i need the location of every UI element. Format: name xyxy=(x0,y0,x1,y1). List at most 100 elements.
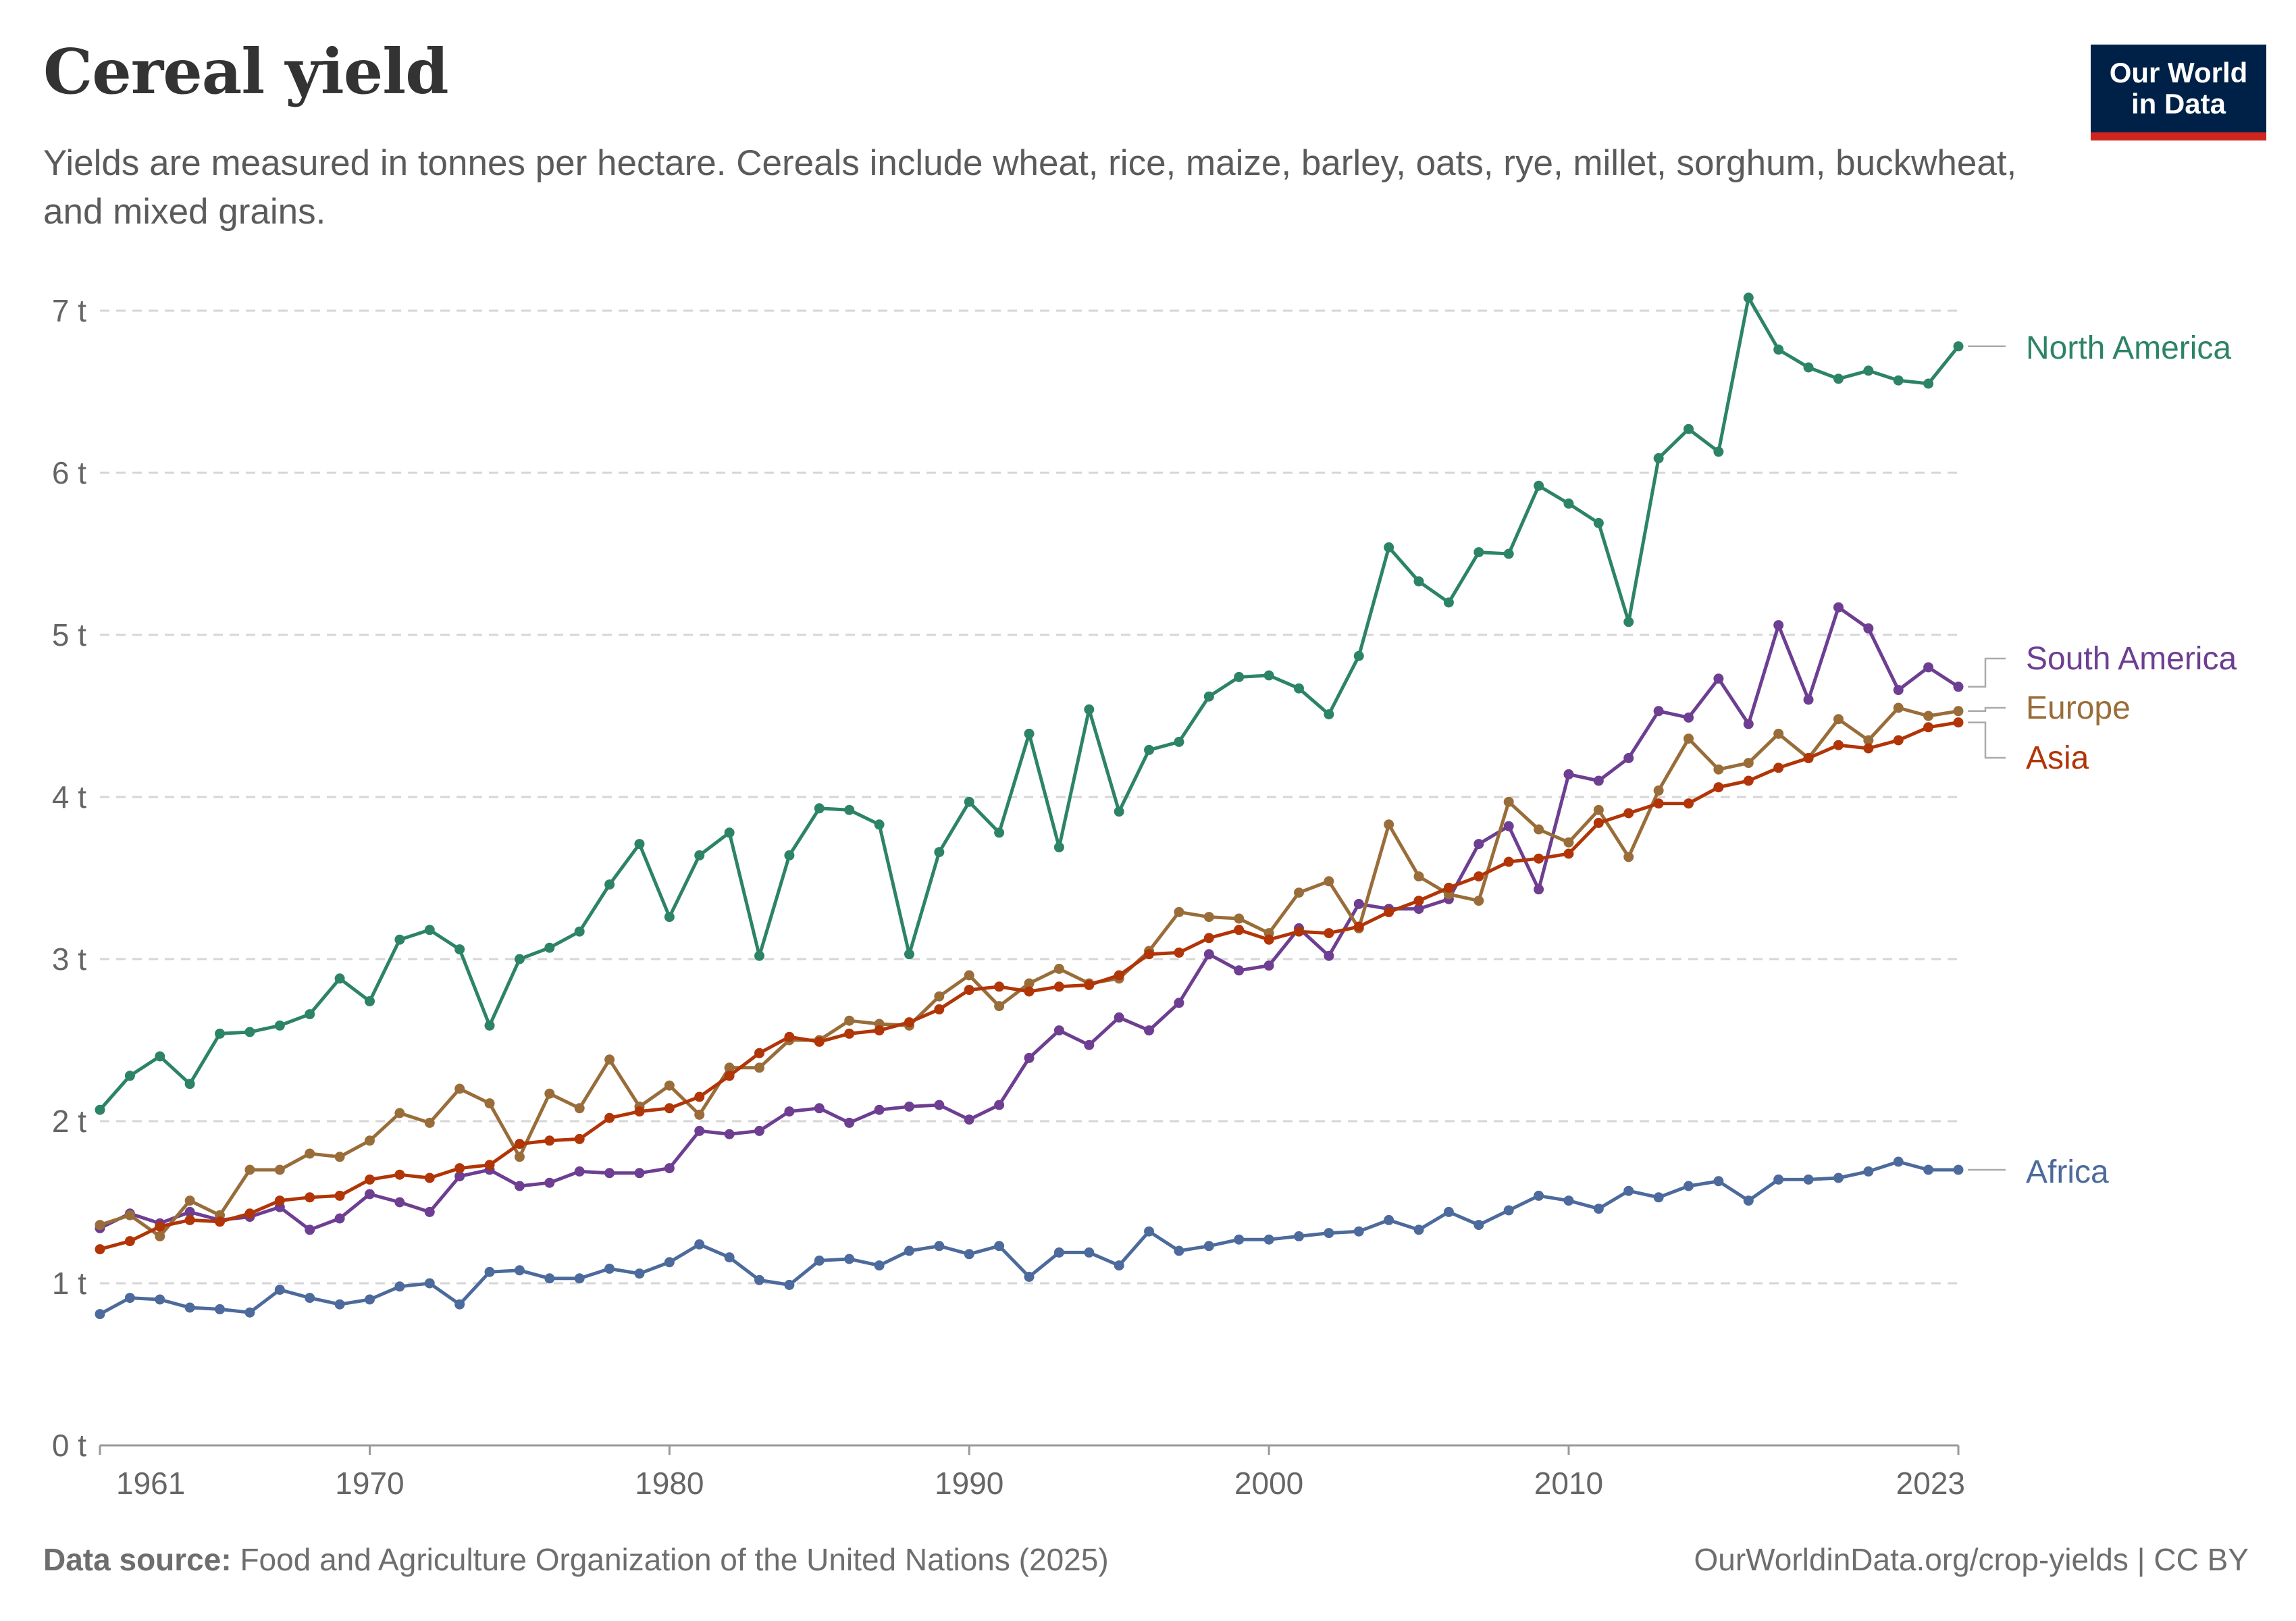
data-point xyxy=(1263,934,1274,945)
data-point xyxy=(274,1164,285,1175)
data-point xyxy=(574,1133,585,1144)
data-point xyxy=(604,1054,615,1065)
data-point xyxy=(1503,548,1514,559)
data-point xyxy=(1353,1226,1364,1237)
data-point xyxy=(754,1048,765,1058)
data-point xyxy=(634,1268,645,1279)
data-point xyxy=(1503,821,1514,831)
data-point xyxy=(1623,617,1634,627)
data-point xyxy=(724,1071,735,1081)
data-point xyxy=(1863,1166,1874,1177)
data-point xyxy=(694,850,705,860)
owid-logo[interactable]: Our World in Data xyxy=(2091,45,2266,140)
data-point xyxy=(934,847,945,858)
x-tick-label: 2023 xyxy=(1896,1466,1965,1501)
data-point xyxy=(364,996,375,1006)
data-point xyxy=(814,1255,825,1266)
data-point xyxy=(1263,960,1274,971)
data-point xyxy=(1713,782,1724,793)
data-point xyxy=(424,1117,435,1128)
data-point xyxy=(424,1278,435,1289)
data-point xyxy=(454,944,465,955)
data-point xyxy=(244,1027,255,1037)
data-point xyxy=(1053,1025,1064,1036)
data-point xyxy=(1563,1195,1574,1206)
data-point xyxy=(784,1106,795,1117)
data-point xyxy=(544,942,555,953)
data-point xyxy=(1684,1181,1694,1191)
data-point xyxy=(1923,722,1934,733)
data-point xyxy=(1653,798,1664,809)
data-point xyxy=(244,1307,255,1318)
data-point xyxy=(964,796,974,807)
data-point xyxy=(1953,681,1964,692)
data-point xyxy=(574,1273,585,1284)
data-point xyxy=(814,1103,825,1114)
data-point xyxy=(1953,341,1964,352)
data-point xyxy=(305,1293,315,1304)
data-point xyxy=(1743,1195,1754,1206)
data-point xyxy=(1833,714,1844,725)
data-point xyxy=(364,1189,375,1200)
data-point xyxy=(664,1257,675,1268)
data-point xyxy=(1893,702,1904,713)
x-tick-label: 2010 xyxy=(1534,1466,1603,1501)
data-point xyxy=(1593,817,1604,828)
data-point xyxy=(1174,998,1184,1008)
data-point xyxy=(934,1004,945,1014)
data-point xyxy=(394,1108,405,1118)
data-point xyxy=(454,1171,465,1182)
data-point xyxy=(814,803,825,814)
data-point xyxy=(1863,365,1874,376)
data-point xyxy=(1893,1156,1904,1167)
data-point xyxy=(904,949,914,960)
data-point xyxy=(724,827,735,838)
x-axis: 1961 1970 1980 1990 2000 2010 2023 xyxy=(99,1444,1965,1501)
label-connector xyxy=(1968,721,2006,759)
data-point xyxy=(394,934,405,945)
data-point xyxy=(1923,711,1934,721)
data-point xyxy=(274,1020,285,1031)
data-point xyxy=(1593,804,1604,815)
data-point xyxy=(184,1195,195,1206)
data-point xyxy=(424,1206,435,1217)
source-url-link[interactable]: OurWorldinData.org/crop-yields | CC BY xyxy=(1694,1542,2249,1577)
data-point xyxy=(364,1174,375,1185)
data-point xyxy=(334,1152,345,1162)
data-point xyxy=(1563,769,1574,779)
data-point xyxy=(184,1214,195,1225)
data-point xyxy=(604,1112,615,1123)
data-point xyxy=(844,1117,855,1128)
data-point xyxy=(1534,884,1544,895)
data-point xyxy=(1773,763,1784,773)
data-point xyxy=(1114,806,1124,817)
data-point xyxy=(1623,852,1634,863)
data-point xyxy=(1413,576,1424,587)
logo-line-1: Our World xyxy=(2109,57,2248,88)
data-point xyxy=(1953,706,1964,717)
data-point xyxy=(184,1206,195,1217)
data-source-text: Food and Agriculture Organization of the… xyxy=(240,1542,1109,1577)
data-point xyxy=(1384,906,1394,917)
label-connector xyxy=(1968,706,2006,713)
data-point xyxy=(1413,1225,1424,1235)
data-point xyxy=(1473,839,1484,850)
y-tick-label: 7 t xyxy=(52,293,86,328)
data-point xyxy=(514,1139,525,1150)
data-point xyxy=(1384,1214,1394,1225)
data-point xyxy=(244,1208,255,1219)
data-point xyxy=(1114,970,1124,981)
data-point xyxy=(724,1062,735,1073)
data-point xyxy=(1623,808,1634,819)
data-point xyxy=(1563,837,1574,848)
data-point xyxy=(364,1294,375,1305)
data-point xyxy=(514,1152,525,1162)
data-point xyxy=(544,1177,555,1188)
data-point xyxy=(1203,949,1214,960)
data-point xyxy=(274,1285,285,1295)
data-point xyxy=(604,1263,615,1274)
data-point xyxy=(1144,1226,1155,1237)
data-point xyxy=(1443,1206,1454,1217)
data-point xyxy=(155,1294,165,1305)
y-tick-label: 2 t xyxy=(52,1104,86,1139)
